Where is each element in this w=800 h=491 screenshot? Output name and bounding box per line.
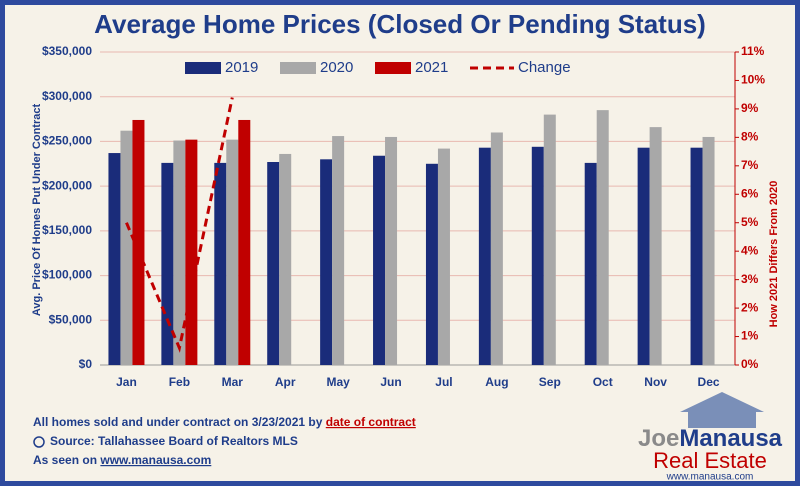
logo-tagline: Real Estate	[653, 448, 767, 473]
x-tick-label: Oct	[593, 375, 613, 389]
footer-link[interactable]: date of contract	[326, 415, 416, 429]
logo-first: Joe	[638, 425, 679, 452]
bar	[543, 114, 556, 365]
bar	[702, 136, 715, 365]
source-icon	[33, 436, 45, 448]
bar	[531, 146, 544, 365]
bar	[596, 110, 609, 365]
y2-tick-label: 0%	[741, 357, 759, 371]
bar	[437, 148, 450, 365]
bar	[385, 136, 398, 365]
bar	[226, 139, 239, 365]
bar	[490, 132, 503, 365]
footer-note: All homes sold and under contract on 3/2…	[33, 415, 416, 429]
x-tick-label: Jun	[380, 375, 401, 389]
bar	[267, 161, 280, 365]
legend-swatch	[185, 62, 221, 74]
bar	[214, 162, 227, 365]
bar	[320, 159, 333, 365]
y2-tick-label: 7%	[741, 158, 759, 172]
bar	[478, 147, 491, 365]
y2-tick-label: 4%	[741, 243, 759, 257]
logo-url: www.manausa.com	[666, 472, 754, 483]
bar	[185, 139, 198, 365]
bar	[238, 119, 251, 365]
bar	[120, 130, 133, 365]
bar	[373, 155, 386, 365]
bar	[637, 147, 650, 365]
bar	[649, 127, 662, 366]
y2-tick-label: 3%	[741, 272, 759, 286]
y-tick-label: $250,000	[42, 134, 92, 148]
footer: All homes sold and under contract on 3/2…	[33, 415, 416, 467]
bar	[161, 162, 174, 365]
legend-label: 2020	[320, 59, 353, 76]
x-tick-label: May	[326, 375, 350, 389]
y2-tick-label: 6%	[741, 186, 759, 200]
x-tick-label: Dec	[698, 375, 720, 389]
y-tick-label: $350,000	[42, 44, 92, 58]
logo: JoeManausa Real Estate www.manausa.com	[638, 392, 783, 483]
y-tick-label: $300,000	[42, 89, 92, 103]
y2-tick-label: 11%	[741, 44, 765, 58]
y2-tick-label: 1%	[741, 329, 759, 343]
y-tick-label: $100,000	[42, 268, 92, 282]
footer-link[interactable]: www.manausa.com	[99, 453, 211, 467]
footer-text: As seen on	[33, 453, 97, 467]
y-tick-label: $50,000	[49, 312, 93, 326]
legend-swatch	[280, 62, 316, 74]
y2-tick-label: 2%	[741, 300, 759, 314]
x-tick-label: Nov	[644, 375, 667, 389]
x-tick-label: Feb	[169, 375, 190, 389]
x-tick-label: Sep	[539, 375, 561, 389]
y-tick-label: $0	[79, 357, 93, 371]
y-tick-label: $200,000	[42, 178, 92, 192]
legend-label: Change	[518, 59, 571, 76]
bar	[425, 163, 438, 365]
y2-tick-label: 5%	[741, 215, 759, 229]
bar	[690, 147, 703, 365]
logo-name: JoeManausa	[638, 425, 783, 452]
x-tick-label: Aug	[485, 375, 508, 389]
legend-label: 2019	[225, 59, 258, 76]
x-tick-label: Apr	[275, 375, 296, 389]
y2-tick-label: 9%	[741, 101, 759, 115]
chart-title: Average Home Prices (Closed Or Pending S…	[94, 9, 706, 39]
y-axis-title: Avg. Price Of Homes Put Under Contract	[31, 104, 43, 317]
y-tick-label: $150,000	[42, 223, 92, 237]
line	[125, 97, 234, 353]
legend-label: 2021	[415, 59, 448, 76]
bar	[279, 153, 292, 365]
legend-swatch	[375, 62, 411, 74]
logo-last: Manausa	[679, 425, 782, 452]
y2-axis-title: How 2021 Differs From 2020	[768, 181, 780, 328]
bar	[584, 162, 597, 365]
bar	[332, 136, 345, 365]
y2-tick-label: 8%	[741, 130, 759, 144]
bar	[132, 119, 145, 365]
footer-text: All homes sold and under contract on 3/2…	[33, 415, 323, 429]
x-tick-label: Jul	[435, 375, 452, 389]
logo-house	[680, 392, 764, 428]
footer-seen: As seen on www.manausa.com	[33, 453, 211, 467]
x-tick-label: Jan	[116, 375, 137, 389]
bar	[108, 153, 121, 365]
bar	[173, 140, 186, 365]
y2-tick-label: 10%	[741, 73, 765, 87]
x-tick-label: Mar	[222, 375, 244, 389]
footer-source: Source: Tallahassee Board of Realtors ML…	[50, 434, 298, 448]
